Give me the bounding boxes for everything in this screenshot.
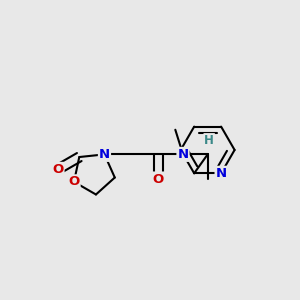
- Text: N: N: [99, 148, 110, 161]
- Text: N: N: [177, 148, 189, 161]
- Text: H: H: [204, 134, 214, 147]
- Text: N: N: [216, 167, 227, 180]
- Text: O: O: [52, 163, 64, 176]
- Text: O: O: [68, 175, 80, 188]
- Text: O: O: [153, 172, 164, 185]
